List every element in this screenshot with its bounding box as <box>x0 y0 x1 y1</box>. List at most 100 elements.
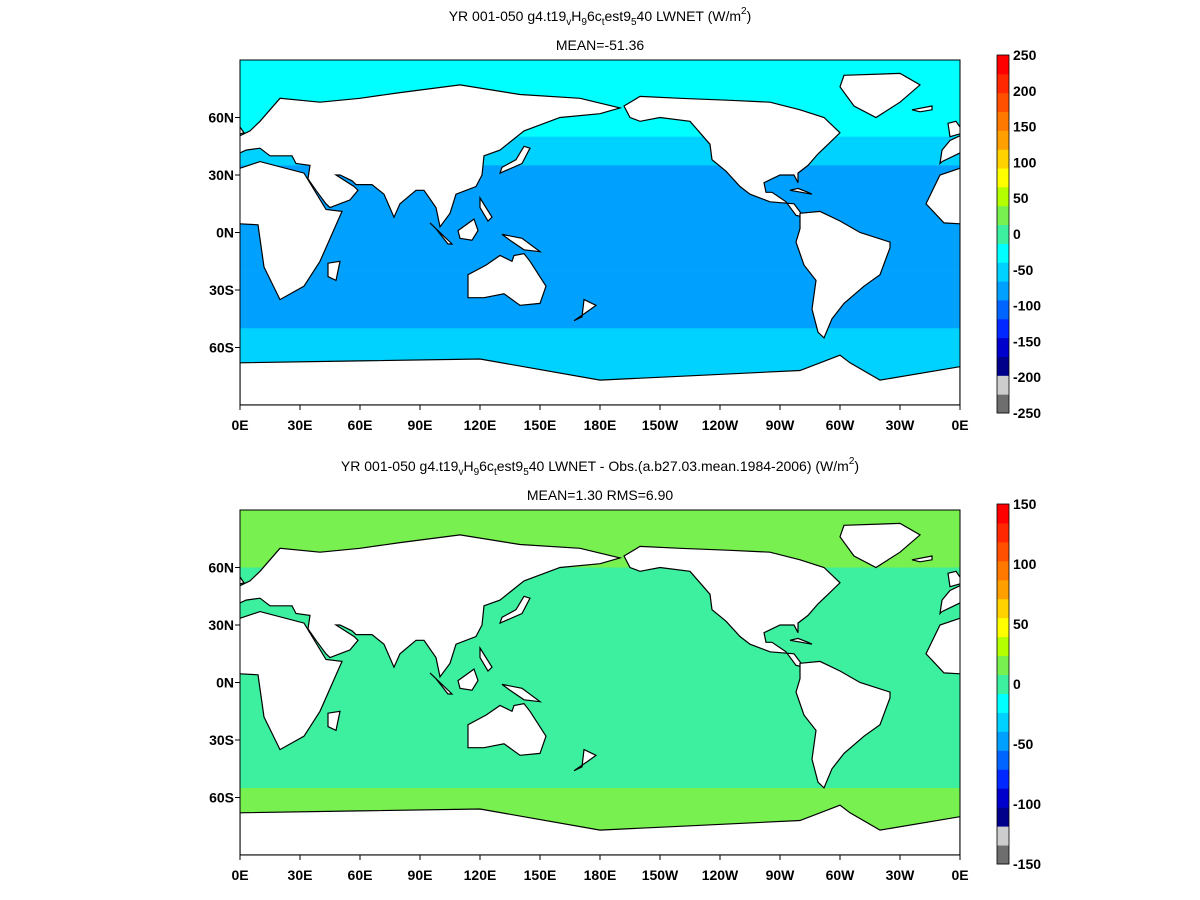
panel-1-y-ticks: 60N 30N 0N 30S 60S <box>208 110 240 356</box>
x-tick-label: 180E <box>584 417 617 433</box>
colorbar-swatch <box>997 224 1009 244</box>
land-philippines <box>479 195 493 222</box>
x-tick-label: 0E <box>231 867 248 883</box>
panel-2-x-ticks: 0E 30E 60E 90E 120E 150E 180E 150W 120W 90W 60W 30W… <box>231 855 969 883</box>
land-britain <box>240 575 245 585</box>
panel-2-y-ticks: 60N 30N 0N 30S 60S <box>208 560 240 806</box>
colorbar-swatch <box>997 731 1009 751</box>
colorbar-swatch <box>997 394 1009 414</box>
colorbar-swatch <box>997 598 1009 619</box>
colorbar-tick-label: 100 <box>1013 556 1037 572</box>
colorbar-swatch <box>997 375 1009 395</box>
colorbar-swatch <box>997 111 1009 131</box>
colorbar-tick-label: 150 <box>1013 496 1037 512</box>
colorbar-swatch <box>997 55 1009 75</box>
colorbar-swatch <box>997 205 1009 226</box>
x-tick-label: 0E <box>951 417 968 433</box>
colorbar-swatch <box>997 693 1009 713</box>
land-newzealand <box>573 748 598 772</box>
x-tick-label: 30E <box>288 867 313 883</box>
panel-1-colorbar-ticks: 250 200 150 100 50 0 -50 -100 -150 -200 -250 <box>1013 47 1041 421</box>
x-tick-label: 0E <box>951 867 968 883</box>
land-borneo <box>457 668 479 691</box>
land-africa-wrap <box>925 167 960 225</box>
land-cuba <box>789 637 813 645</box>
colorbar-swatch <box>997 788 1009 808</box>
x-tick-label: 120E <box>464 867 497 883</box>
land-sumatra <box>429 222 454 245</box>
x-tick-label: 150E <box>524 867 557 883</box>
colorbar-tick-label: -100 <box>1013 796 1041 812</box>
colorbar-swatch <box>997 281 1009 301</box>
x-tick-label: 120W <box>702 417 739 433</box>
x-tick-label: 90W <box>766 867 796 883</box>
map-panel-1: YR 001-050 g4.t19vH96ctest9540 LWNET (W/… <box>208 6 1041 433</box>
land-borneo <box>457 218 479 241</box>
land-eurasia <box>240 534 623 679</box>
colorbar-tick-label: -150 <box>1013 856 1041 872</box>
x-tick-label: 60W <box>826 417 856 433</box>
land-newguinea <box>501 233 543 253</box>
x-tick-label: 120E <box>464 417 497 433</box>
land-cuba <box>789 187 813 195</box>
colorbar-tick-label: -100 <box>1013 298 1041 314</box>
y-tick-label: 30N <box>208 167 234 183</box>
colorbar-tick-label: 100 <box>1013 154 1037 170</box>
land-layer <box>240 72 960 405</box>
land-newguinea <box>501 683 543 703</box>
land-madagascar <box>327 260 341 282</box>
colorbar-tick-label: 0 <box>1013 676 1021 692</box>
colorbar-tick-label: 250 <box>1013 47 1037 63</box>
x-tick-label: 120W <box>702 867 739 883</box>
panel-2-title: YR 001-050 g4.t19vH96ctest9540 LWNET - O… <box>341 456 859 478</box>
panel-2-field <box>239 509 961 856</box>
land-newzealand <box>573 298 598 322</box>
colorbar-swatch <box>997 130 1009 150</box>
colorbar-swatch <box>997 243 1009 263</box>
y-tick-label: 30N <box>208 617 234 633</box>
y-tick-label: 30S <box>209 732 234 748</box>
colorbar-swatch <box>997 73 1009 94</box>
land-africa-wrap <box>925 617 960 675</box>
colorbar-swatch <box>997 845 1009 865</box>
y-tick-label: 0N <box>216 675 234 691</box>
colorbar-tick-label: -200 <box>1013 369 1041 385</box>
panel-2-subtitle: MEAN=1.30 RMS=6.90 <box>527 487 674 503</box>
y-tick-label: 60S <box>209 790 234 806</box>
land-madagascar <box>327 710 341 732</box>
x-tick-label: 90E <box>408 417 433 433</box>
land-southamerica <box>795 210 891 339</box>
colorbar-swatch <box>997 560 1009 581</box>
land-antarctica <box>240 804 960 855</box>
land-antarctica <box>240 354 960 405</box>
y-tick-label: 60N <box>208 110 234 126</box>
land-britain-wrap <box>947 570 960 588</box>
colorbar-swatch <box>997 318 1009 339</box>
land-southamerica <box>795 660 891 789</box>
colorbar-tick-label: 50 <box>1013 616 1029 632</box>
x-tick-label: 0E <box>231 417 248 433</box>
x-tick-label: 150W <box>642 417 679 433</box>
colorbar-swatch <box>997 674 1009 694</box>
colorbar-swatch <box>997 769 1009 789</box>
land-greenland <box>839 522 922 569</box>
land-iceland-wrap <box>911 555 933 563</box>
land-northamerica <box>623 95 841 219</box>
colorbar-frame <box>996 54 1010 414</box>
land-britain <box>240 125 245 135</box>
land-northamerica <box>623 545 841 669</box>
colorbar-tick-label: 50 <box>1013 190 1029 206</box>
land-greenland <box>839 72 922 119</box>
map-panel-2: YR 001-050 g4.t19vH96ctest9540 LWNET - O… <box>208 456 1041 883</box>
colorbar-swatch <box>997 262 1009 282</box>
colorbar-swatch <box>997 636 1009 657</box>
colorbar-tick-label: -250 <box>1013 405 1041 421</box>
colorbar-tick-label: 150 <box>1013 119 1037 135</box>
y-tick-label: 60S <box>209 340 234 356</box>
land-japan <box>498 145 531 175</box>
panel-2-colorbar <box>996 503 1010 865</box>
land-sumatra <box>429 672 454 695</box>
y-tick-label: 0N <box>216 225 234 241</box>
land-australia <box>467 702 547 756</box>
panel-1-title: YR 001-050 g4.t19vH96ctest9540 LWNET (W/… <box>449 6 752 28</box>
